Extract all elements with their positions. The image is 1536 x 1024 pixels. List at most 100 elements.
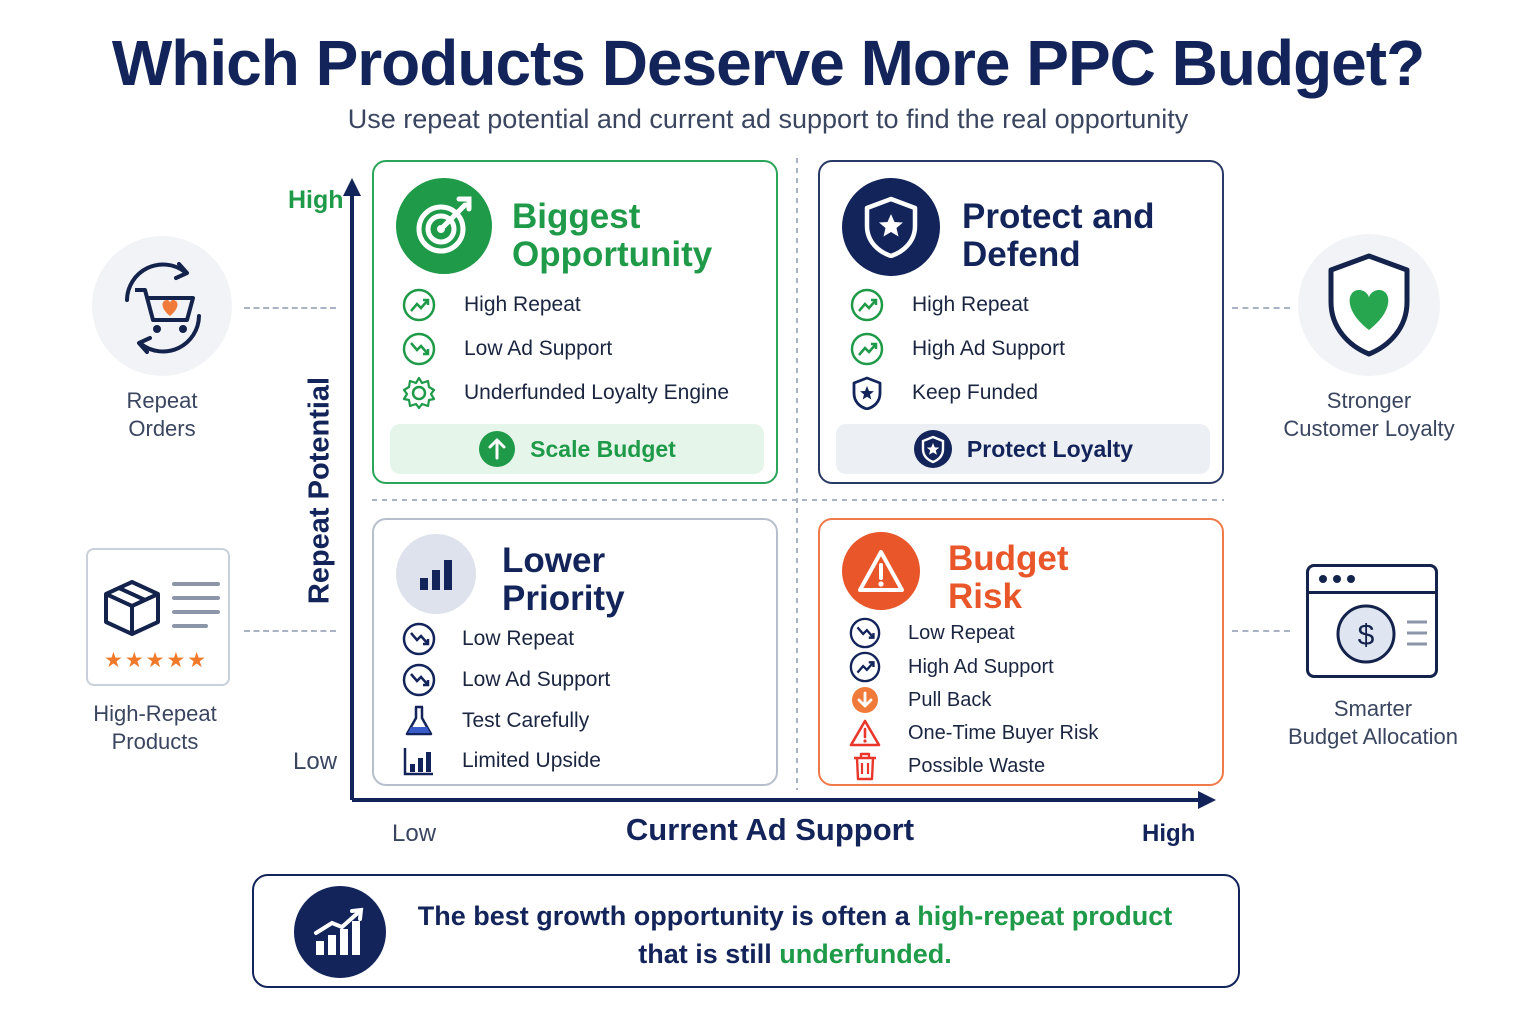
list-item-text: Pull Back — [908, 688, 992, 711]
high-repeat-products-card: ★★★★★ — [86, 548, 230, 686]
quadrant-lower-priority: Lower Priority Low Repeat Low Ad Support… — [372, 518, 778, 786]
page-subtitle: Use repeat potential and current ad supp… — [347, 104, 1189, 134]
title-line: Opportunity — [512, 235, 713, 274]
takeaway-highlight: high-repeat product — [917, 901, 1173, 931]
protect-loyalty-label: Protect Loyalty — [966, 435, 1134, 462]
list-item-text: Possible Waste — [908, 754, 1046, 777]
quadrant-title: Lower Priority — [502, 542, 625, 618]
growth-badge — [294, 886, 386, 978]
list-item: Pull Back — [846, 681, 991, 719]
budget-allocation-label: Smarter Budget Allocation — [1282, 695, 1464, 751]
list-item-text: Test Carefully — [462, 709, 590, 732]
y-axis-low: Low — [293, 748, 338, 775]
list-item: High Repeat — [848, 286, 1029, 324]
title-line: Lower — [502, 541, 606, 580]
trend-down-icon — [846, 614, 884, 652]
takeaway-line-2: that is still underfunded. — [400, 939, 1190, 970]
list-item-text: Limited Upside — [462, 749, 601, 772]
title-line: Budget — [948, 539, 1069, 578]
title-line: Risk — [948, 577, 1022, 616]
takeaway-line-1: The best growth opportunity is often a h… — [400, 901, 1190, 932]
title-line: Defend — [962, 235, 1081, 274]
dash-connector — [1232, 630, 1290, 632]
takeaway-text: that is still — [638, 939, 780, 969]
target-icon — [416, 196, 472, 254]
svg-text:$: $ — [1358, 619, 1375, 652]
trash-icon — [846, 747, 884, 785]
gear-icon — [400, 374, 438, 412]
list-lines-icon — [1407, 620, 1427, 646]
list-item: Low Repeat — [846, 614, 1015, 652]
shield-star-icon — [913, 430, 952, 468]
repeat-orders-label: Repeat Orders — [90, 387, 234, 443]
shield-star-icon — [848, 374, 886, 412]
dash-connector — [244, 307, 336, 309]
trend-down-icon — [400, 661, 438, 699]
bar-chart-icon — [420, 560, 452, 590]
quadrant-budget-risk: Budget Risk Low Repeat High Ad Support P… — [818, 518, 1224, 786]
trend-up-icon — [846, 648, 884, 686]
list-item-text: Keep Funded — [912, 381, 1039, 404]
growth-chart-icon — [314, 907, 364, 955]
quadrant-title: Protect and Defend — [962, 198, 1155, 274]
takeaway-highlight: underfunded. — [779, 939, 952, 969]
warning-icon — [846, 714, 884, 752]
loyalty-label: Stronger Customer Loyalty — [1280, 387, 1458, 443]
list-item: High Ad Support — [846, 648, 1054, 686]
scale-budget-button[interactable]: Scale Budget — [390, 424, 764, 474]
title-line: Priority — [502, 579, 625, 618]
protect-loyalty-button[interactable]: Protect Loyalty — [836, 424, 1210, 474]
list-item-text: High Repeat — [464, 293, 581, 316]
shield-heart-icon — [1328, 253, 1410, 357]
trend-up-icon — [848, 286, 886, 324]
list-item-text: Low Ad Support — [464, 337, 613, 360]
dollar-coin-icon: $ — [1336, 604, 1396, 664]
quadrant-protect-defend: Protect and Defend High Repeat High Ad S… — [818, 160, 1224, 484]
x-axis-high: High — [1142, 820, 1196, 847]
y-axis-high: High — [288, 186, 344, 214]
x-axis-low: Low — [392, 820, 437, 847]
dash-connector — [244, 630, 336, 632]
dash-connector — [1232, 307, 1290, 309]
list-item-text: High Ad Support — [908, 655, 1054, 678]
target-badge — [396, 178, 492, 274]
repeat-orders-badge — [92, 236, 232, 376]
list-item: Low Ad Support — [400, 661, 610, 699]
list-item: Test Carefully — [400, 702, 589, 740]
takeaway-box — [252, 874, 1240, 988]
list-item: Underfunded Loyalty Engine — [400, 374, 729, 412]
trend-down-icon — [400, 620, 438, 658]
list-item-text: Low Repeat — [462, 627, 575, 650]
page-title: Which Products Deserve More PPC Budget? — [111, 27, 1425, 99]
list-item: Limited Upside — [400, 742, 601, 780]
takeaway-text: The best growth opportunity is often a — [417, 901, 918, 931]
list-item: Keep Funded — [848, 374, 1038, 412]
list-item: Possible Waste — [846, 747, 1045, 785]
arrow-down-icon — [846, 681, 884, 719]
list-item-text: One-Time Buyer Risk — [908, 721, 1099, 744]
budget-allocation-text: Smarter Budget Allocation — [1287, 696, 1459, 749]
trend-up-icon — [400, 286, 438, 324]
window-dots — [1319, 575, 1355, 583]
list-item-text: Low Repeat — [908, 621, 1015, 644]
shield-star-icon — [864, 196, 918, 258]
star-rating: ★★★★★ — [104, 649, 209, 672]
shield-badge — [842, 178, 940, 276]
title-line: Biggest — [512, 197, 641, 236]
title-line: Protect and — [962, 197, 1155, 236]
list-item: High Ad Support — [848, 330, 1065, 368]
y-axis-title: Repeat Potential — [303, 376, 336, 605]
trend-up-icon — [848, 330, 886, 368]
x-axis-title: Current Ad Support — [625, 812, 915, 847]
chart-badge — [396, 534, 476, 614]
list-item-text: Underfunded Loyalty Engine — [464, 381, 730, 404]
high-repeat-products-label: High-Repeat Products — [80, 700, 230, 756]
list-item: Low Repeat — [400, 620, 574, 658]
loyalty-text: Stronger Customer Loyalty — [1283, 388, 1455, 441]
cart-cycle-icon — [125, 262, 201, 354]
budget-window-card: $ — [1306, 564, 1438, 678]
quadrant-title: Budget Risk — [948, 540, 1069, 616]
list-item-text: Low Ad Support — [462, 668, 611, 691]
list-item-text: High Ad Support — [912, 337, 1065, 360]
